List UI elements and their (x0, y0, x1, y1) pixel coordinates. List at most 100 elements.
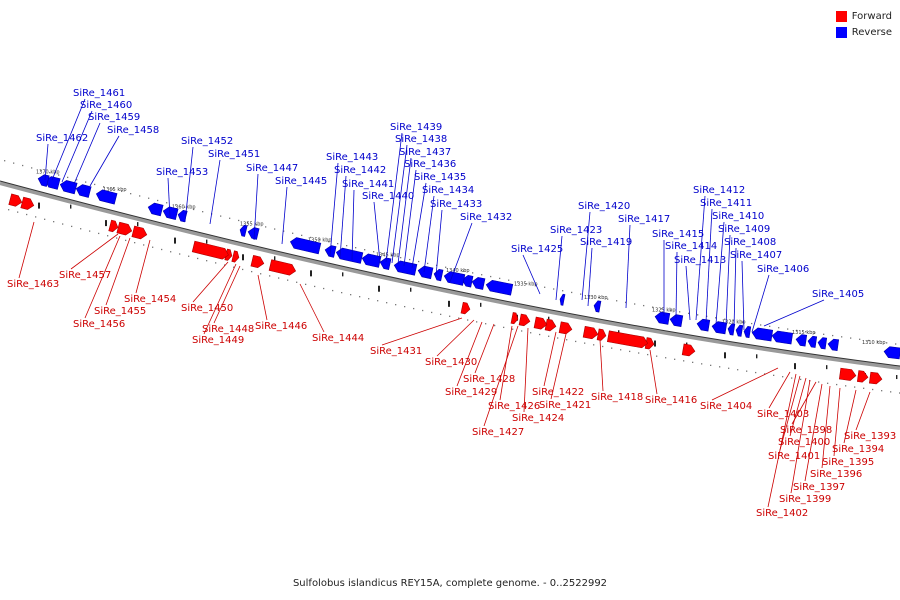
gene-label[interactable]: SiRe_1425 (511, 244, 563, 255)
gene-feature-SiRe_1432[interactable] (485, 279, 514, 296)
gene-feature-SiRe_1407[interactable] (807, 335, 818, 348)
gene-feature-SiRe_1425[interactable] (559, 293, 566, 306)
gene-label[interactable]: SiRe_1396 (810, 469, 862, 480)
gene-label[interactable]: SiRe_1410 (712, 211, 764, 222)
gene-feature-SiRe_1423[interactable] (593, 300, 602, 313)
gene-label[interactable]: SiRe_1400 (778, 437, 830, 448)
gene-label[interactable]: SiRe_1409 (718, 224, 770, 235)
gene-label[interactable]: SiRe_1441 (342, 179, 394, 190)
gene-feature-SiRe_1452[interactable] (162, 206, 179, 221)
gene-label[interactable]: SiRe_1454 (124, 294, 176, 305)
gene-feature-SiRe_1455[interactable] (116, 221, 133, 236)
gene-label[interactable]: SiRe_1405 (812, 289, 864, 300)
gene-label[interactable]: SiRe_1399 (779, 494, 831, 505)
gene-label[interactable]: SiRe_1447 (246, 163, 298, 174)
gene-feature-SiRe_1438[interactable] (393, 260, 418, 276)
gene-feature-SiRe_1431[interactable] (460, 301, 471, 315)
gene-feature-SiRe_1437[interactable] (417, 265, 434, 280)
gene-label[interactable]: SiRe_1393 (844, 431, 896, 442)
gene-label[interactable]: SiRe_1433 (430, 199, 482, 210)
gene-label[interactable]: SiRe_1448 (202, 324, 254, 335)
gene-label[interactable]: SiRe_1408 (724, 237, 776, 248)
gene-feature-SiRe_1427[interactable] (544, 318, 557, 332)
gene-label[interactable]: SiRe_1404 (700, 401, 752, 412)
gene-label[interactable]: SiRe_1407 (730, 250, 782, 261)
gene-label[interactable]: SiRe_1459 (88, 112, 140, 123)
gene-feature-SiRe_1426[interactable] (558, 321, 573, 335)
gene-feature-SiRe_1447[interactable] (239, 224, 248, 237)
gene-label[interactable]: SiRe_1397 (793, 482, 845, 493)
gene-label[interactable]: SiRe_1460 (80, 100, 132, 111)
gene-label[interactable]: SiRe_1398 (780, 425, 832, 436)
gene-feature-SiRe_1418[interactable] (681, 343, 696, 357)
gene-feature-SiRe_1405[interactable] (827, 338, 840, 352)
gene-label[interactable]: SiRe_1439 (390, 122, 442, 133)
gene-feature-SiRe_1415[interactable] (711, 321, 728, 335)
gene-label[interactable]: SiRe_1440 (362, 191, 414, 202)
gene-feature-SiRe_1412[interactable] (743, 326, 752, 339)
gene-label[interactable]: SiRe_1463 (7, 279, 59, 290)
gene-label[interactable]: SiRe_1401 (768, 451, 820, 462)
gene-feature-SiRe_1450[interactable] (191, 240, 230, 260)
gene-feature-SiRe_1422[interactable] (596, 328, 607, 341)
gene-feature-SiRe_1413[interactable] (735, 324, 744, 337)
gene-label[interactable]: SiRe_1461 (73, 88, 125, 99)
gene-feature-SiRe_1403[interactable] (856, 370, 869, 383)
gene-label[interactable]: SiRe_1451 (208, 149, 260, 160)
gene-label[interactable]: SiRe_1457 (59, 270, 111, 281)
gene-label[interactable]: SiRe_1458 (107, 125, 159, 136)
gene-feature-SiRe_1463[interactable] (8, 193, 23, 208)
gene-feature-SiRe_1462[interactable] (37, 173, 50, 187)
gene-label[interactable]: SiRe_1412 (693, 185, 745, 196)
gene-feature-SiRe_1421[interactable] (606, 330, 649, 349)
gene-label[interactable]: SiRe_1426 (488, 401, 540, 412)
gene-label[interactable]: SiRe_1455 (94, 306, 146, 317)
gene-feature-SiRe_1445[interactable] (247, 226, 260, 240)
gene-label[interactable]: SiRe_1446 (255, 321, 307, 332)
gene-label[interactable]: SiRe_1411 (700, 198, 752, 209)
gene-label[interactable]: SiRe_1427 (472, 427, 524, 438)
gene-label[interactable]: SiRe_1406 (757, 264, 809, 275)
gene-feature-SiRe_1457[interactable] (20, 196, 35, 211)
gene-label[interactable]: SiRe_1423 (550, 225, 602, 236)
gene-label[interactable]: SiRe_1449 (192, 335, 244, 346)
gene-feature-SiRe_1458[interactable] (95, 189, 118, 205)
gene-feature-SiRe_1446[interactable] (250, 254, 265, 269)
gene-feature-SiRe_1444[interactable] (268, 259, 297, 277)
gene-label[interactable]: SiRe_1437 (399, 147, 451, 158)
gene-feature-SiRe_1430[interactable] (510, 312, 519, 325)
gene-label[interactable]: SiRe_1394 (832, 444, 884, 455)
gene-feature-SiRe_1454[interactable] (131, 225, 148, 240)
gene-label[interactable]: SiRe_1418 (591, 392, 643, 403)
gene-label[interactable]: SiRe_1414 (665, 241, 717, 252)
gene-feature-SiRe_1429[interactable] (518, 313, 531, 327)
gene-feature-SiRe_1443[interactable] (289, 236, 322, 255)
gene-feature-SiRe_1448[interactable] (231, 250, 240, 263)
gene-label[interactable]: SiRe_1432 (460, 212, 512, 223)
gene-label[interactable]: SiRe_1436 (404, 159, 456, 170)
gene-feature-SiRe_1406[interactable] (817, 337, 828, 350)
gene-label[interactable]: SiRe_1452 (181, 136, 233, 147)
gene-label[interactable]: SiRe_1431 (370, 346, 422, 357)
gene-label[interactable]: SiRe_1444 (312, 333, 364, 344)
gene-label[interactable]: SiRe_1445 (275, 176, 327, 187)
gene-label[interactable]: SiRe_1416 (645, 395, 697, 406)
gene-feature-SiRe_1417[interactable] (696, 318, 711, 332)
gene-label[interactable]: SiRe_1422 (532, 387, 584, 398)
gene-label[interactable]: SiRe_1420 (578, 201, 630, 212)
gene-feature-SiRe_1409[interactable] (771, 330, 794, 345)
gene-feature-SiRe_1460[interactable] (59, 179, 78, 195)
gene-feature-SiRe_1435[interactable] (443, 271, 466, 286)
gene-feature-SiRe_1420[interactable] (654, 311, 671, 325)
gene-feature-SiRe_1419[interactable] (669, 314, 684, 327)
gene-feature-SiRe_1439[interactable] (379, 257, 392, 271)
gene-feature-SiRe_1410[interactable] (883, 346, 900, 360)
gene-label[interactable]: SiRe_1430 (425, 357, 477, 368)
gene-feature-SiRe_1404[interactable] (838, 367, 857, 381)
gene-label[interactable]: SiRe_1428 (463, 374, 515, 385)
gene-label[interactable]: SiRe_1419 (580, 237, 632, 248)
gene-label[interactable]: SiRe_1424 (512, 413, 564, 424)
gene-feature-SiRe_1416[interactable] (644, 337, 655, 350)
gene-feature-SiRe_1433[interactable] (471, 276, 486, 290)
gene-feature-SiRe_1459[interactable] (75, 183, 92, 198)
